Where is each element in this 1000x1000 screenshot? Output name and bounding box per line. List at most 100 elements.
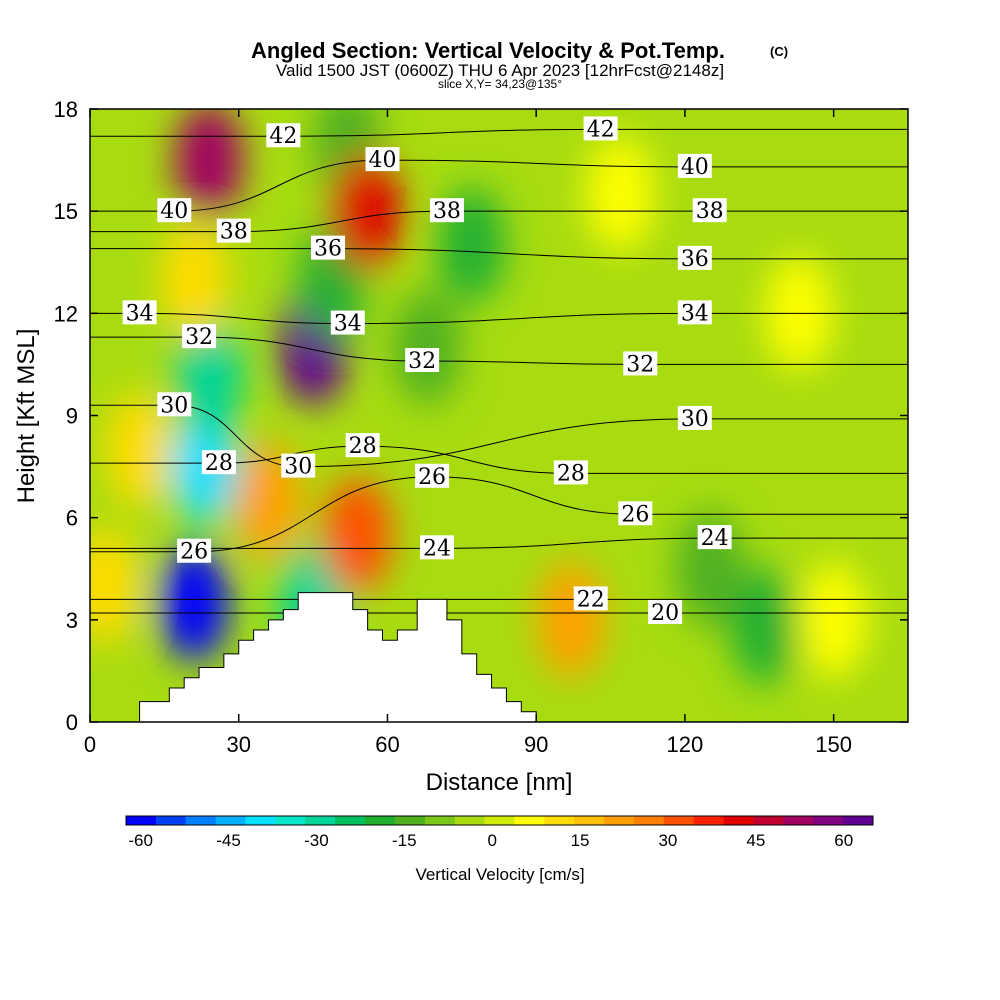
colorbar-swatch-10 (424, 816, 456, 825)
colorbar-swatch-14 (544, 816, 575, 825)
svg-text:38: 38 (433, 199, 461, 224)
velocity-cell-5 (160, 221, 229, 338)
svg-text:26: 26 (621, 502, 649, 527)
colorbar-swatch-11 (454, 816, 486, 825)
svg-text:40: 40 (681, 155, 709, 180)
chart-subtitle: Valid 1500 JST (0600Z) THU 6 Apr 2023 [1… (276, 61, 724, 80)
colorbar-swatch-21 (753, 816, 784, 825)
colorbar-tick--15: -15 (392, 831, 417, 850)
svg-text:24: 24 (701, 526, 729, 551)
contour-label-20-0: 20 (648, 600, 683, 626)
svg-text:38: 38 (220, 220, 248, 245)
colorbar-swatch-5 (275, 816, 306, 825)
y-axis-label: Height [Kft MSL] (13, 329, 40, 504)
svg-text:28: 28 (557, 461, 585, 486)
svg-text:32: 32 (408, 349, 436, 374)
isentrope-42 (90, 128, 908, 137)
contour-label-22-0: 22 (573, 586, 608, 612)
colorbar-swatch-16 (604, 816, 635, 825)
velocity-cell-1 (90, 527, 139, 644)
svg-text:40: 40 (160, 199, 188, 224)
colorbar-swatch-9 (394, 816, 426, 825)
contour-labels: 20 22 24 24 26 26 26 28 28 28 30 30 30 32 32 32 34 34 34 36… (122, 116, 732, 626)
x-axis-label: Distance [nm] (426, 769, 573, 796)
colorbar-swatch-15 (574, 816, 605, 825)
svg-text:22: 22 (577, 587, 605, 612)
x-tick-label-120: 120 (667, 732, 704, 757)
chart-title: Angled Section: Vertical Velocity & Pot.… (251, 38, 725, 63)
contour-label-30-1: 30 (281, 453, 316, 480)
contour-label-32-0: 32 (182, 324, 217, 350)
contour-label-42-1: 42 (583, 116, 618, 142)
y-tick-label-18: 18 (54, 97, 78, 122)
contour-label-36-1: 36 (677, 245, 712, 272)
contour-label-42-0: 42 (266, 123, 301, 149)
x-tick-label-90: 90 (524, 732, 548, 757)
colorbar-swatch-18 (663, 816, 695, 825)
svg-text:26: 26 (418, 465, 446, 490)
colorbar-swatch-3 (215, 816, 247, 825)
colorbar-swatch-8 (365, 816, 396, 825)
svg-text:34: 34 (334, 312, 362, 337)
contour-label-26-0: 26 (177, 538, 212, 565)
colorbar-swatch-23 (813, 816, 844, 825)
colorbar-swatch-2 (185, 816, 217, 825)
terrain (90, 592, 908, 722)
colorbar-tick-60: 60 (834, 831, 853, 850)
velocity-field (90, 109, 868, 685)
svg-text:32: 32 (626, 352, 654, 377)
contour-label-30-2: 30 (677, 405, 712, 432)
svg-text:36: 36 (314, 237, 342, 262)
plot-area: 20 22 24 24 26 26 26 28 28 28 30 30 30 32 32 32 34 34 34 36… (90, 109, 908, 722)
svg-text:28: 28 (349, 434, 377, 459)
colorbar-tick-30: 30 (658, 831, 677, 850)
contour-label-28-0: 28 (201, 450, 236, 476)
y-tick-label-0: 0 (66, 710, 78, 735)
colorbar-tick--45: -45 (216, 831, 241, 850)
contour-label-36-0: 36 (310, 235, 345, 262)
isentrope-36 (90, 248, 908, 260)
colorbar-label: Vertical Velocity [cm/s] (415, 865, 584, 884)
contour-label-34-2: 34 (677, 300, 712, 326)
isentrope-28 (90, 445, 908, 474)
velocity-cell-12 (333, 153, 402, 270)
contour-label-26-1: 26 (415, 463, 450, 490)
svg-text:28: 28 (205, 451, 233, 476)
colorbar-swatch-12 (484, 816, 515, 825)
svg-text:20: 20 (651, 601, 679, 626)
y-tick-label-6: 6 (66, 506, 78, 531)
x-tick-label-60: 60 (375, 732, 399, 757)
velocity-cell-2 (160, 544, 229, 661)
colorbar-swatch-19 (693, 816, 725, 825)
x-tick-label-150: 150 (815, 732, 852, 757)
x-tick-label-0: 0 (84, 732, 96, 757)
svg-text:36: 36 (681, 247, 709, 272)
colorbar-swatch-13 (514, 816, 545, 825)
svg-text:38: 38 (696, 199, 724, 224)
velocity-cell-13 (323, 476, 392, 593)
contour-label-28-1: 28 (345, 433, 380, 459)
x-tick-label-30: 30 (226, 732, 250, 757)
contour-label-38-1: 38 (429, 198, 464, 224)
colorbar-tick--30: -30 (304, 831, 329, 850)
contour-label-40-1: 40 (365, 147, 400, 173)
contour-label-38-2: 38 (692, 198, 727, 224)
colorbar-swatch-0 (126, 816, 157, 825)
colorbar-tick-45: 45 (746, 831, 765, 850)
y-tick-label-9: 9 (66, 404, 78, 429)
velocity-cell-21 (799, 561, 868, 678)
colorbar-tick-15: 15 (571, 831, 590, 850)
y-tick-label-15: 15 (54, 199, 78, 224)
velocity-cell-0 (105, 391, 174, 508)
contour-label-24-0: 24 (420, 535, 455, 561)
contour-label-34-0: 34 (122, 300, 157, 326)
colorbar-swatch-17 (633, 816, 665, 825)
chart-subtitle-slice: slice X,Y= 34,23@135° (438, 77, 562, 91)
isentrope-24 (90, 537, 908, 549)
svg-text:42: 42 (269, 124, 297, 149)
colorbar-swatch-24 (843, 816, 874, 825)
colorbar-tick--60: -60 (128, 831, 153, 850)
colorbar-swatch-20 (723, 816, 754, 825)
